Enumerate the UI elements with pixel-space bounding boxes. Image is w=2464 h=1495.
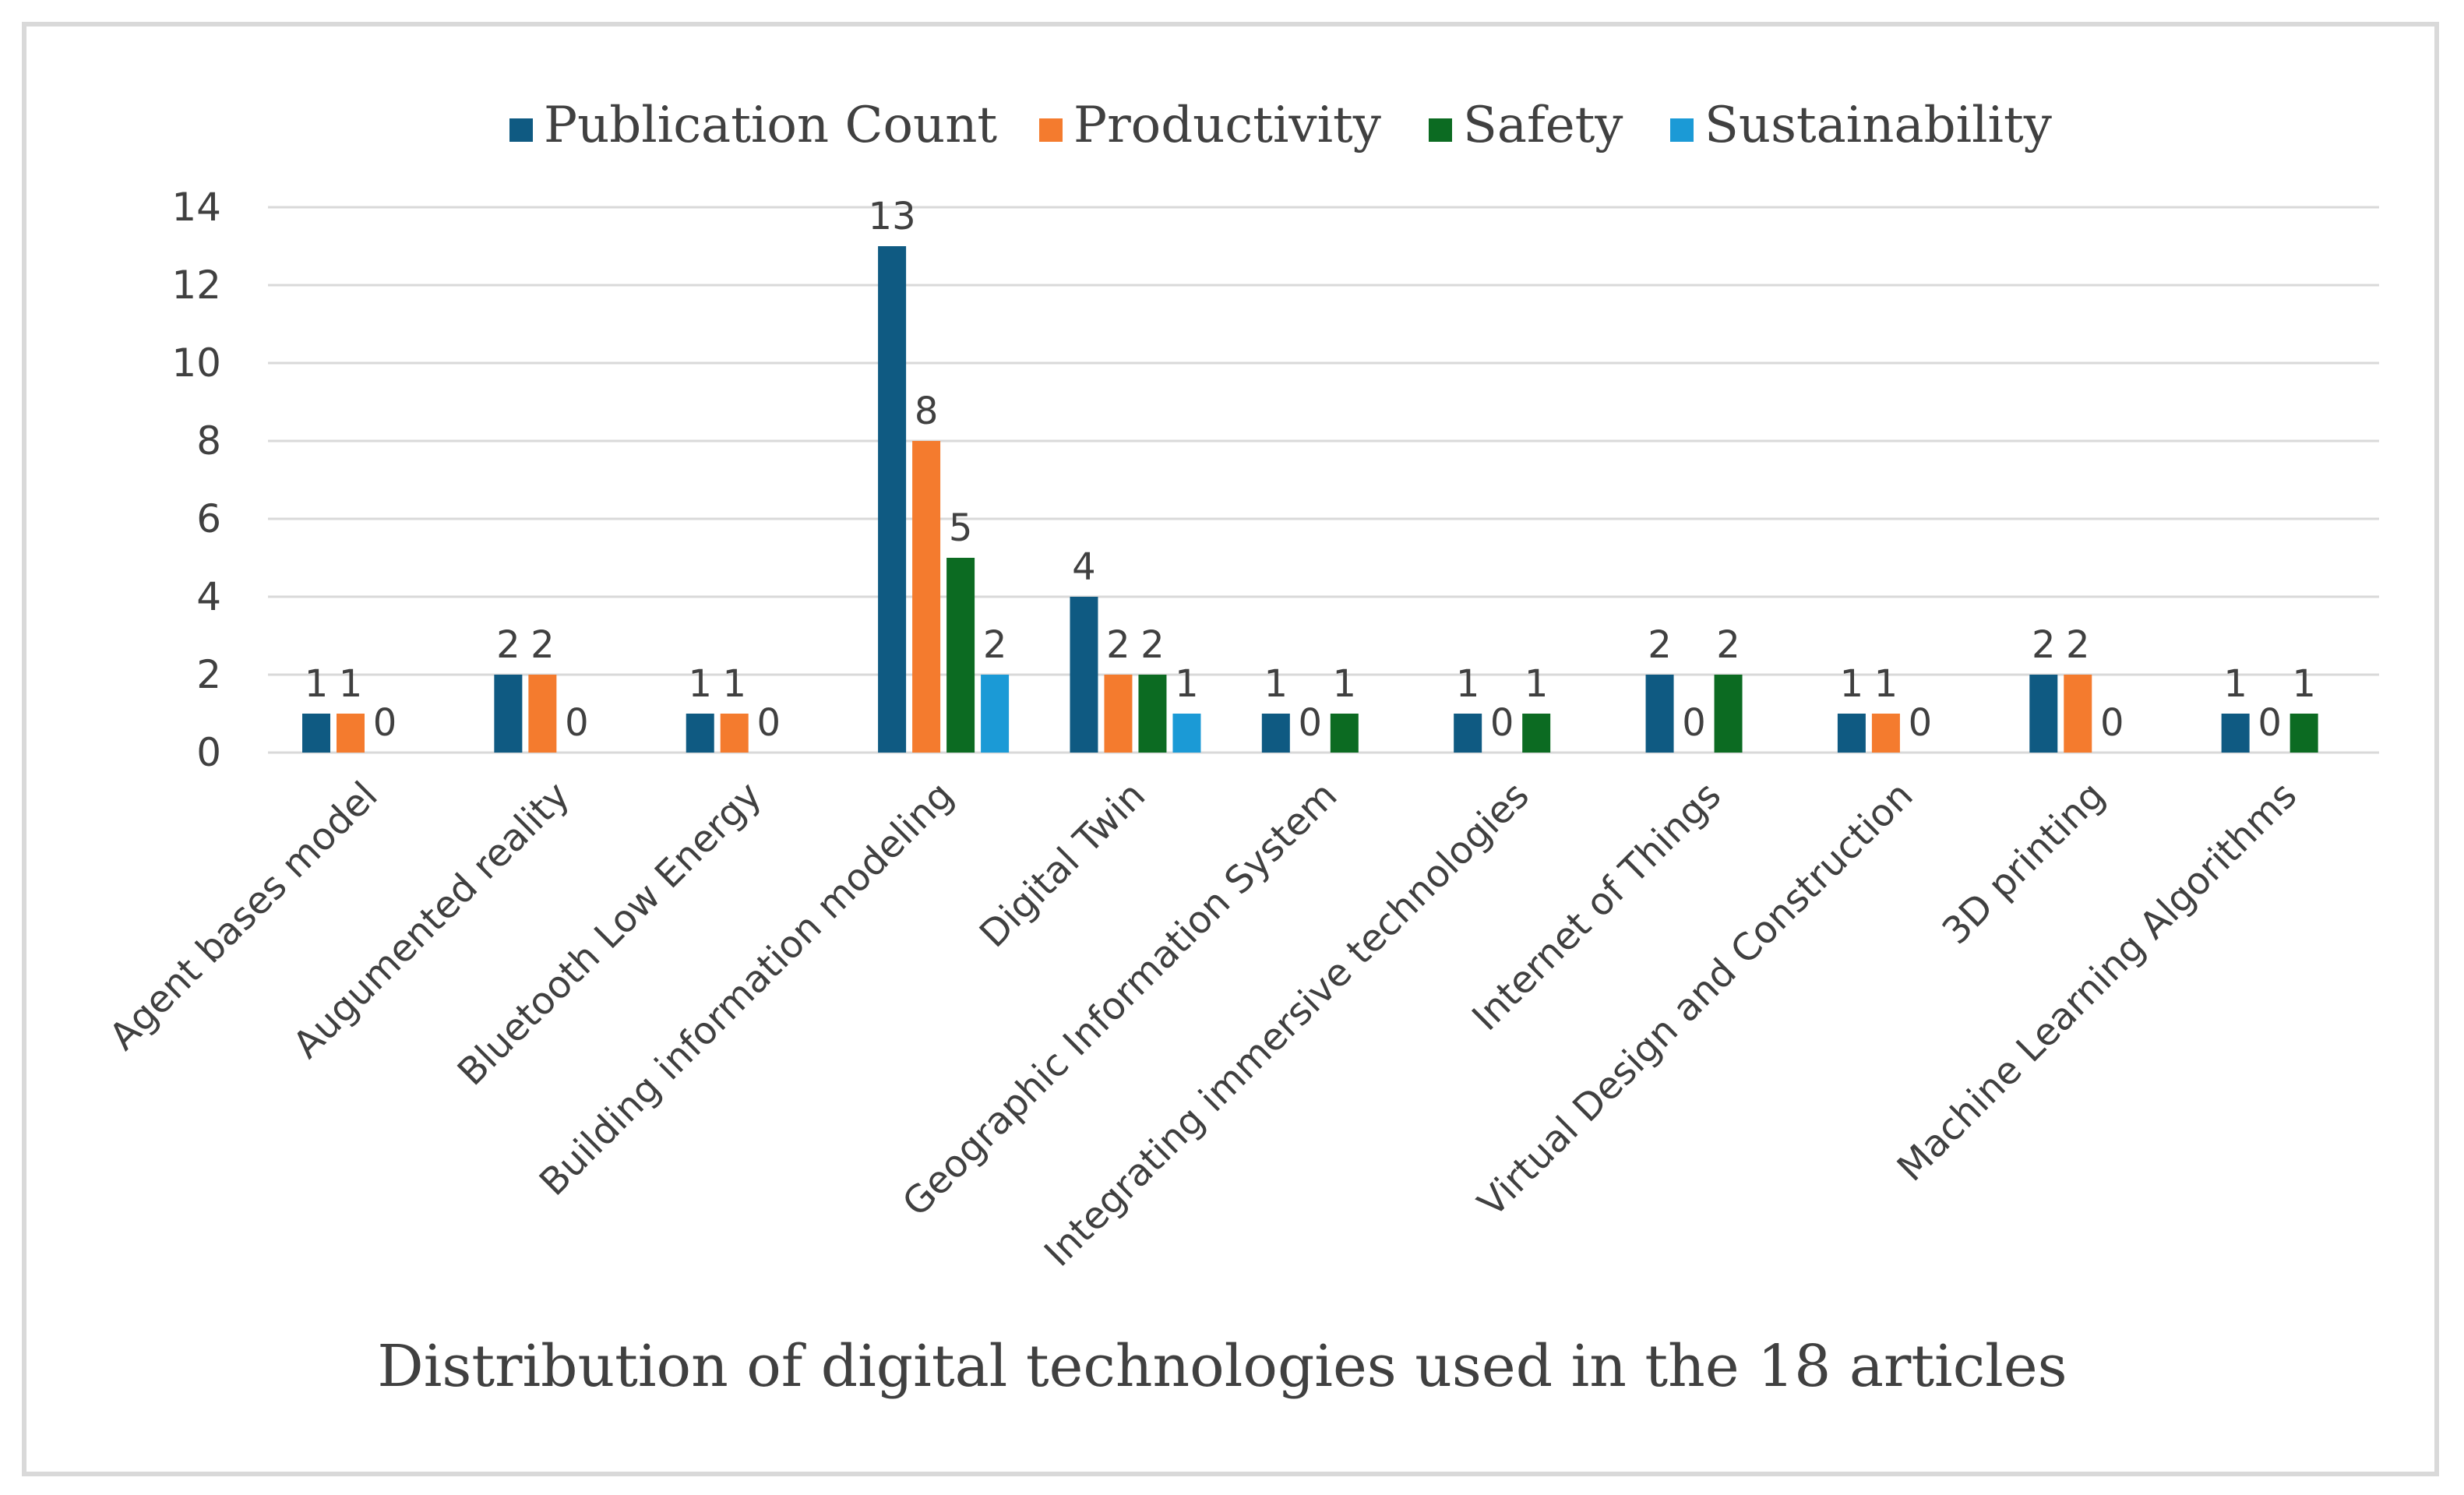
chart-title: Distribution of digital technologies use…: [377, 1333, 2067, 1400]
bar-publication-count: [1646, 675, 1674, 753]
y-tick-label: 12: [171, 263, 221, 308]
y-tick-label: 2: [196, 652, 221, 697]
data-label: 1: [1264, 662, 1288, 706]
legend-label: Productivity: [1073, 97, 1381, 154]
legend-label: Safety: [1463, 97, 1623, 154]
data-label: 0: [756, 701, 781, 745]
data-label: 1: [1525, 662, 1549, 706]
bar-productivity: [912, 441, 940, 753]
data-label: 4: [1072, 545, 1096, 589]
data-label: 0: [1909, 701, 1933, 745]
bar-publication-count: [2222, 714, 2250, 753]
y-axis-ticks: 0 2 4 6 8 10 12 14: [171, 185, 221, 775]
data-label: 2: [1140, 623, 1165, 667]
category-label: Digital Twin: [971, 774, 1154, 956]
data-label: 0: [2258, 701, 2282, 745]
data-label: 1: [1456, 662, 1480, 706]
chart-frame: 0 2 4 6 8 10 12 14 1 1 0 2 2 0 1 1 0 13 8 5 2 4 2 2 1 1 0 1 1 0 1 2 0 2 1…: [22, 22, 2439, 1476]
category-label: Bluetooth Low Energy: [449, 774, 770, 1095]
bar-safety: [946, 558, 975, 753]
bar-safety: [1138, 675, 1166, 753]
data-label: 0: [1299, 701, 1323, 745]
y-tick-label: 10: [171, 340, 221, 386]
data-label: 1: [722, 662, 746, 706]
data-label: 2: [2032, 623, 2056, 667]
data-label: 1: [1333, 662, 1357, 706]
gridlines: [268, 207, 2379, 753]
data-label: 1: [1175, 662, 1199, 706]
data-label: 1: [2223, 662, 2247, 706]
y-tick-label: 6: [196, 496, 221, 541]
data-label: 0: [2100, 701, 2124, 745]
y-tick-label: 8: [196, 418, 221, 464]
category-label: Virtual Design and Construction: [1470, 774, 1922, 1225]
data-label: 2: [496, 623, 520, 667]
y-tick-label: 4: [196, 574, 221, 619]
bar-productivity: [337, 714, 365, 753]
data-label: 5: [949, 506, 973, 550]
bar-publication-count: [686, 714, 714, 753]
bar-sustainability: [981, 675, 1009, 753]
y-tick-label: 0: [196, 730, 221, 775]
bar-safety: [1522, 714, 1550, 753]
bar-safety: [1331, 714, 1359, 753]
y-tick-label: 14: [171, 185, 221, 230]
bar-publication-count: [878, 246, 906, 753]
data-label: 1: [688, 662, 712, 706]
bar-publication-count: [1070, 597, 1098, 753]
bar-safety: [1715, 675, 1743, 753]
data-label: 2: [1716, 623, 1740, 667]
bar-productivity: [528, 675, 556, 753]
data-label: 1: [339, 662, 363, 706]
data-label: 2: [2066, 623, 2090, 667]
data-label: 0: [1490, 701, 1514, 745]
data-label: 2: [1648, 623, 1672, 667]
bar-productivity: [2064, 675, 2092, 753]
legend-swatch: [1429, 118, 1452, 142]
data-label: 1: [1840, 662, 1864, 706]
bars: [302, 246, 2318, 753]
bar-productivity: [1104, 675, 1132, 753]
category-label: 3D printing: [1934, 774, 2113, 953]
data-label: 2: [1106, 623, 1130, 667]
data-label: 2: [983, 623, 1007, 667]
data-label: 0: [1682, 701, 1706, 745]
data-label: 1: [2292, 662, 2316, 706]
bar-safety: [2290, 714, 2318, 753]
legend: Publication Count Productivity Safety Susta…: [509, 97, 2052, 154]
legend-label: Publication Count: [544, 97, 997, 154]
bar-publication-count: [1262, 714, 1290, 753]
bar-publication-count: [1454, 714, 1482, 753]
category-label: Building information modeling: [531, 774, 962, 1204]
bar-publication-count: [302, 714, 330, 753]
legend-swatch: [1670, 118, 1694, 142]
data-label: 8: [915, 390, 939, 433]
data-label: 1: [305, 662, 329, 706]
data-label: 13: [869, 195, 916, 238]
legend-swatch: [509, 118, 533, 142]
category-label: Geographic Information System: [894, 774, 1346, 1225]
legend-swatch: [1039, 118, 1063, 142]
bar-publication-count: [1838, 714, 1866, 753]
data-label: 2: [531, 623, 555, 667]
bar-productivity: [721, 714, 749, 753]
data-label: 0: [373, 701, 397, 745]
legend-label: Sustainability: [1704, 97, 2052, 154]
bar-publication-count: [2029, 675, 2057, 753]
category-label: Machine Learning Algorithms: [1889, 774, 2306, 1190]
data-label: 0: [565, 701, 589, 745]
bar-sustainability: [1172, 714, 1200, 753]
bar-productivity: [1872, 714, 1900, 753]
data-label: 1: [1874, 662, 1898, 706]
bar-publication-count: [494, 675, 522, 753]
